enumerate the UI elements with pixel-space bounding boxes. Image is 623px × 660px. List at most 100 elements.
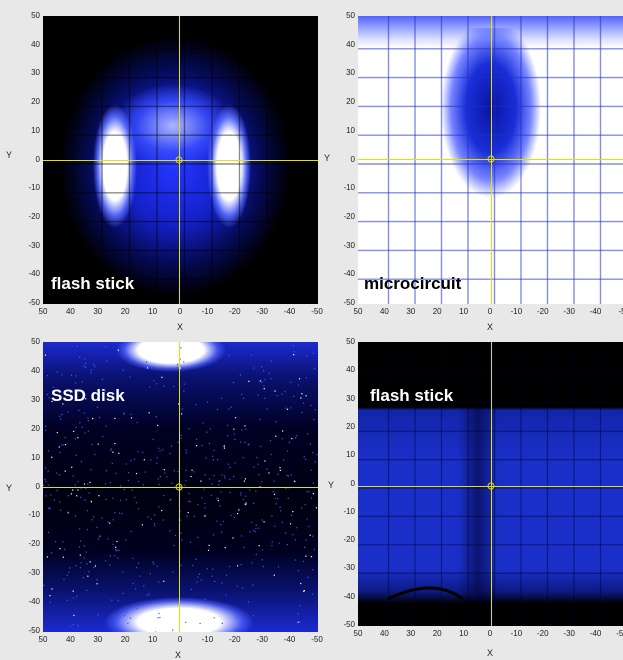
noise-speck (316, 454, 317, 455)
noise-speck (204, 598, 205, 599)
noise-speck (168, 599, 169, 600)
noise-speck (77, 625, 78, 626)
noise-speck (132, 490, 133, 491)
x-tick-label: -40 (586, 308, 606, 316)
noise-speck (82, 381, 83, 382)
noise-speck (180, 347, 181, 348)
noise-speck (147, 516, 148, 517)
noise-speck (214, 617, 215, 618)
noise-speck (148, 594, 149, 595)
y-tick-label: 30 (338, 395, 355, 403)
noise-speck (222, 623, 223, 624)
noise-speck (154, 525, 155, 526)
noise-speck (87, 510, 88, 511)
x-tick-label: 30 (88, 636, 108, 644)
noise-speck (171, 446, 172, 447)
noise-speck (185, 480, 186, 481)
noise-speck (111, 448, 112, 449)
noise-speck (184, 485, 185, 486)
noise-speck (87, 529, 88, 530)
noise-speck (137, 608, 138, 609)
noise-speck (221, 582, 222, 583)
noise-speck (88, 420, 89, 421)
noise-speck (227, 435, 228, 436)
noise-speck (245, 478, 246, 479)
noise-speck (253, 530, 254, 531)
noise-speck (241, 535, 242, 536)
noise-speck (244, 425, 245, 426)
noise-speck (121, 513, 122, 514)
noise-speck (114, 443, 115, 444)
image-plot: flash stick (358, 342, 623, 626)
noise-speck (180, 533, 181, 534)
noise-speck (191, 589, 192, 590)
noise-speck (94, 366, 95, 367)
noise-speck (54, 499, 55, 500)
noise-speck (156, 457, 157, 458)
sample-label: microcircuit (364, 274, 461, 294)
noise-speck (75, 438, 76, 439)
noise-speck (75, 427, 76, 428)
noise-speck (118, 453, 119, 454)
noise-speck (263, 521, 264, 522)
noise-speck (79, 422, 80, 423)
noise-speck (59, 452, 60, 453)
noise-speck (174, 545, 175, 546)
noise-speck (189, 493, 190, 494)
noise-speck (299, 378, 300, 379)
noise-speck (263, 566, 264, 567)
noise-speck (91, 501, 92, 502)
noise-speck (316, 507, 317, 508)
noise-speck (67, 412, 68, 413)
noise-speck (144, 366, 145, 367)
y-tick-label: 0 (338, 480, 355, 488)
y-tick-label: 30 (23, 396, 40, 404)
y-tick-label: 30 (338, 69, 355, 77)
y-tick-label: 20 (338, 423, 355, 431)
sample-label: flash stick (370, 386, 453, 406)
noise-speck (201, 579, 202, 580)
noise-speck (106, 470, 107, 471)
noise-speck (307, 491, 308, 492)
x-tick-label: 10 (454, 630, 474, 638)
noise-speck (77, 346, 78, 347)
noise-speck (147, 595, 148, 596)
noise-speck (105, 426, 106, 427)
noise-speck (293, 354, 294, 355)
noise-speck (45, 481, 46, 482)
noise-speck (120, 500, 121, 501)
noise-speck (305, 459, 306, 460)
x-tick-label: -30 (559, 630, 579, 638)
noise-speck (79, 357, 80, 358)
noise-speck (96, 579, 97, 580)
image-plot: microcircuit (358, 16, 623, 304)
noise-speck (232, 537, 233, 538)
noise-speck (295, 559, 296, 560)
y-tick-label: 40 (338, 366, 355, 374)
noise-speck (241, 564, 242, 565)
noise-speck (274, 481, 275, 482)
noise-speck (164, 469, 165, 470)
noise-speck (238, 509, 239, 510)
x-tick-label: -40 (280, 308, 300, 316)
noise-speck (139, 576, 140, 577)
noise-speck (92, 418, 93, 419)
noise-speck (181, 438, 182, 439)
noise-speck (124, 489, 125, 490)
noise-speck (150, 573, 151, 574)
noise-speck (204, 503, 205, 504)
noise-speck (45, 355, 46, 356)
x-tick-label: 0 (480, 630, 500, 638)
noise-speck (287, 450, 288, 451)
noise-speck (131, 417, 132, 418)
noise-speck (154, 523, 155, 524)
noise-speck (268, 472, 269, 473)
noise-speck (208, 550, 209, 551)
noise-speck (84, 412, 85, 413)
noise-speck (306, 355, 307, 356)
noise-speck (158, 484, 159, 485)
noise-speck (259, 474, 260, 475)
noise-speck (206, 457, 207, 458)
noise-speck (136, 473, 137, 474)
noise-speck (75, 484, 76, 485)
